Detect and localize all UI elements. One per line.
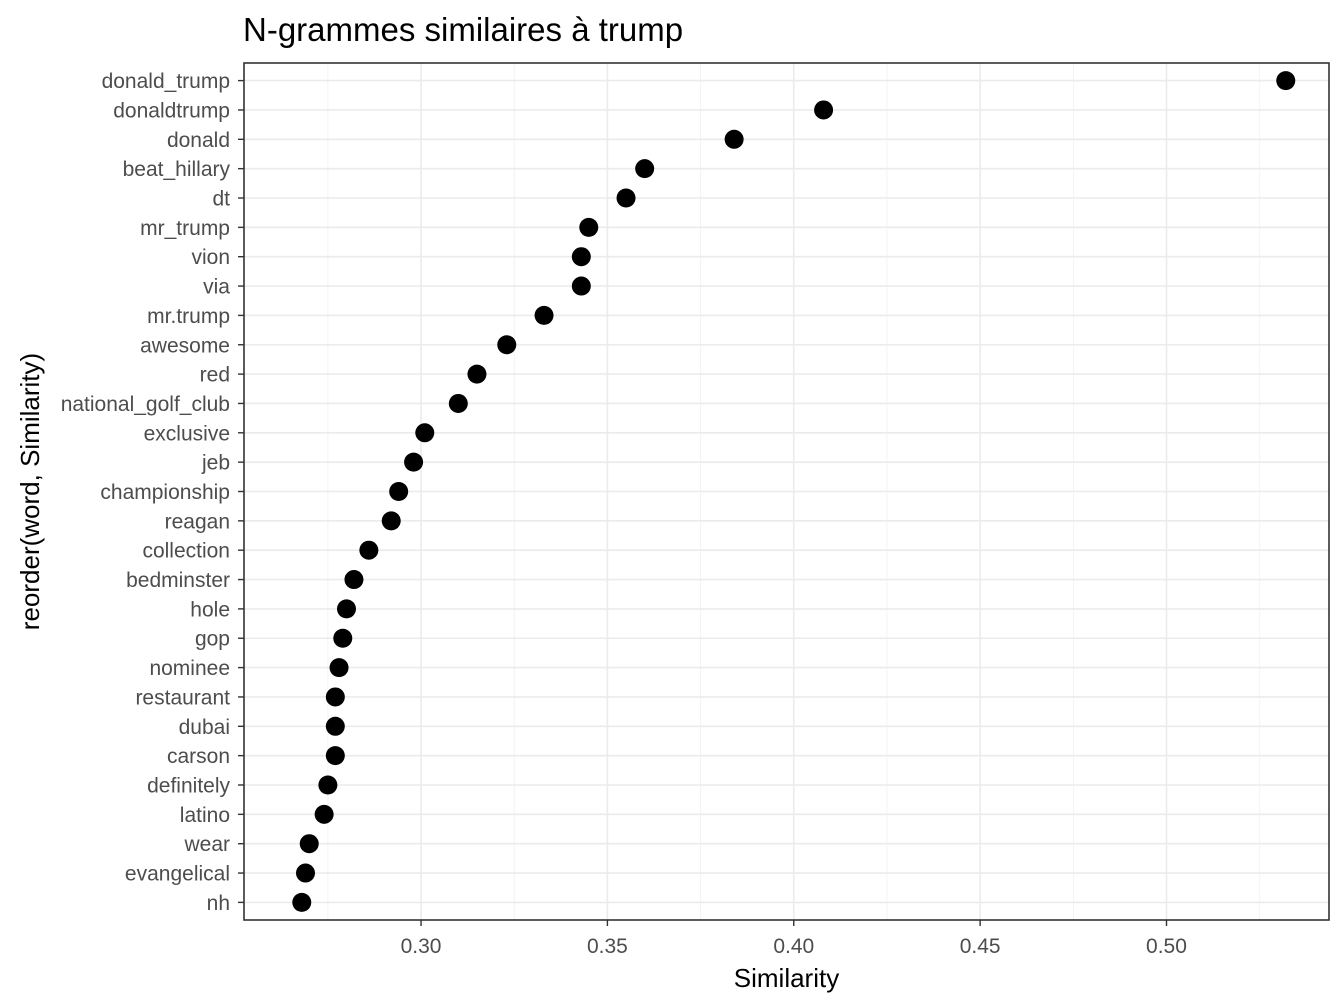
data-point — [415, 423, 435, 443]
y-tick-label: donaldtrump — [113, 99, 230, 122]
x-tick-label: 0.30 — [401, 935, 442, 958]
data-point — [635, 159, 655, 179]
data-point — [616, 188, 636, 208]
data-point — [467, 364, 487, 384]
y-tick-label: dt — [212, 188, 230, 211]
data-point — [534, 305, 554, 325]
y-tick-label: dubai — [179, 716, 230, 739]
x-tick-label: 0.35 — [587, 935, 628, 958]
y-axis-title: reorder(word, Similarity) — [15, 353, 45, 630]
y-tick-label: latino — [180, 804, 230, 827]
data-point — [325, 687, 345, 707]
y-tick-label: bedminster — [126, 569, 230, 592]
y-tick-label: wear — [183, 833, 230, 856]
x-tick-label: 0.40 — [773, 935, 814, 958]
y-tick-label: nominee — [149, 657, 230, 680]
y-tick-label: championship — [100, 481, 230, 504]
data-point — [579, 217, 599, 237]
data-point — [292, 892, 312, 912]
y-tick-label: restaurant — [135, 686, 230, 709]
data-point — [314, 804, 334, 824]
y-tick-label: donald — [167, 129, 230, 152]
data-points — [292, 71, 1296, 912]
data-point — [448, 393, 468, 413]
data-point — [381, 511, 401, 531]
y-tick-label: via — [203, 276, 230, 299]
y-tick-label: nh — [207, 892, 230, 915]
x-axis-title: Similarity — [734, 963, 839, 993]
x-axis: 0.30 0.35 0.40 0.45 0.50 — [401, 920, 1187, 958]
y-tick-label: evangelical — [125, 863, 230, 886]
y-tick-label: gop — [195, 628, 230, 651]
x-tick-label: 0.45 — [960, 935, 1001, 958]
data-point — [497, 335, 517, 355]
y-tick-label: national_golf_club — [61, 393, 230, 416]
data-point — [344, 570, 364, 590]
data-point — [359, 540, 379, 560]
data-point — [336, 599, 356, 619]
y-tick-label: hole — [190, 598, 230, 621]
y-tick-label: exclusive — [144, 422, 230, 445]
y-tick-label: vion — [191, 246, 230, 269]
grid-lines — [244, 63, 1329, 920]
x-tick-label: 0.50 — [1146, 935, 1187, 958]
y-axis: donald_trump donaldtrump donald beat_hillar… — [61, 70, 244, 915]
data-point — [295, 863, 315, 883]
y-tick-label: reagan — [165, 510, 230, 533]
y-tick-label: collection — [142, 540, 230, 563]
chart-title: N-grammes similaires à trump — [243, 11, 683, 48]
data-point — [333, 628, 353, 648]
data-point — [1276, 71, 1296, 91]
y-tick-label: awesome — [140, 334, 230, 357]
y-tick-label: donald_trump — [102, 70, 230, 93]
data-point — [724, 129, 744, 149]
y-tick-label: beat_hillary — [123, 158, 231, 181]
data-point — [571, 276, 591, 296]
y-tick-label: mr_trump — [140, 217, 230, 240]
y-tick-label: red — [200, 364, 230, 387]
y-tick-label: carson — [167, 745, 230, 768]
data-point — [404, 452, 424, 472]
data-point — [329, 658, 349, 678]
data-point — [389, 482, 409, 501]
data-point — [814, 100, 834, 120]
y-tick-label: jeb — [201, 452, 230, 475]
data-point — [571, 247, 591, 267]
data-point — [318, 775, 338, 795]
data-point — [325, 746, 345, 766]
y-tick-label: mr.trump — [147, 305, 230, 328]
data-point — [299, 834, 319, 854]
data-point — [325, 716, 345, 736]
y-tick-label: definitely — [147, 774, 230, 797]
